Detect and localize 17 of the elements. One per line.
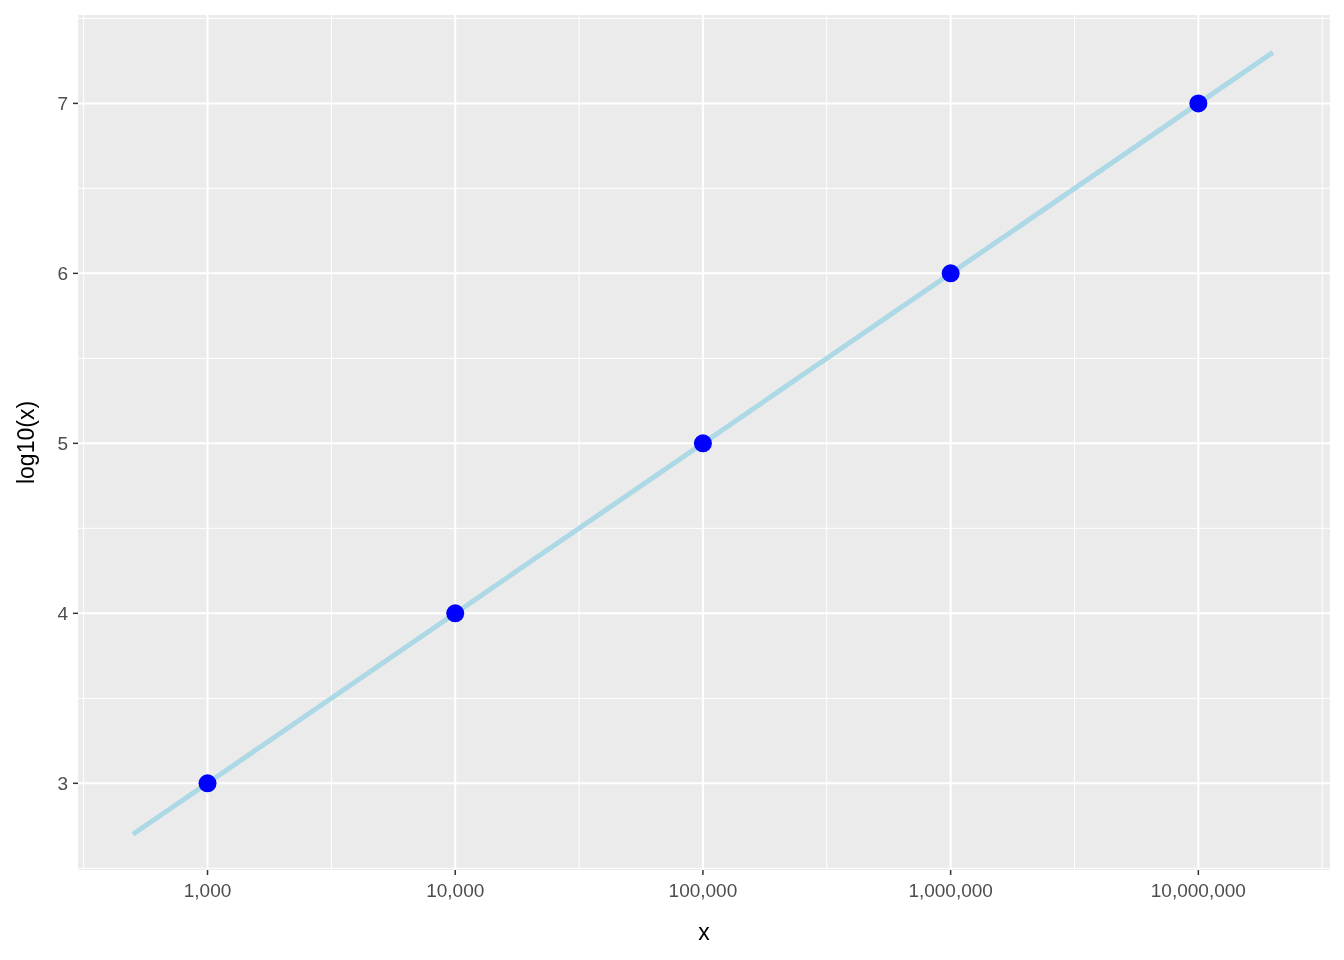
point [693,434,712,453]
point [198,774,217,793]
y-tick-label: 6 [57,263,68,285]
y-tick-label: 5 [57,433,68,454]
x-tick-label: 10,000,000 [1150,880,1246,901]
y-axis-title: log10(x) [13,400,39,485]
x-tick-label: 1,000 [183,880,232,901]
point [941,264,960,283]
x-tick-label: 1,000,000 [908,880,993,901]
x-tick-label: 10,000 [426,880,485,901]
point [1189,94,1208,113]
y-tick-label: 3 [57,772,68,794]
x-tick-label: 100,000 [668,880,738,901]
point [446,604,465,623]
x-axis-title: x [698,919,711,945]
y-tick-label: 7 [57,93,68,115]
y-tick-label: 4 [57,602,69,624]
